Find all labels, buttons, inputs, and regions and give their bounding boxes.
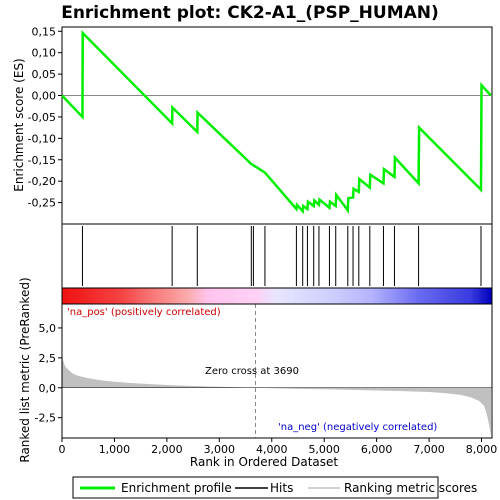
metric-ticks: 5,0 2,5 0,0 -2,5 — [35, 322, 62, 425]
es-tick-label: -0,20 — [28, 175, 56, 188]
metric-tick-label: -2,5 — [35, 412, 56, 425]
chart-title: Enrichment plot: CK2-A1_(PSP_HUMAN) — [61, 3, 439, 23]
x-ticks: 0 1,000 2,000 3,000 4,000 5,000 6,000 7,000 8,00… — [59, 438, 498, 456]
enrichment-profile-line — [61, 29, 492, 215]
es-panel: 0,15 0,10 0,05 0,00 -0,05 -0,10 -0,15 -0,20 -0,2… — [28, 25, 493, 225]
x-tick-label: 2,000 — [151, 443, 183, 456]
hit-lines — [81, 226, 482, 286]
es-panel-frame — [61, 26, 493, 225]
metric-panel-frame — [61, 303, 493, 439]
x-axis-label: Rank in Ordered Dataset — [190, 455, 338, 469]
es-tick-label: -0,15 — [28, 154, 56, 167]
x-tick-label: 4,000 — [256, 443, 288, 456]
metric-tick-label: 0,0 — [39, 382, 57, 395]
es-tick-label: -0,25 — [28, 197, 56, 210]
x-tick-label: 5,000 — [308, 443, 340, 456]
es-axis-label: Enrichment score (ES) — [12, 58, 26, 191]
hits-panel — [61, 223, 493, 289]
metric-panel: 5,0 2,5 0,0 -2,5 'na_pos' (positively corre… — [35, 303, 493, 439]
x-tick-label: 0 — [59, 443, 66, 456]
x-tick-label: 8,000 — [466, 443, 498, 456]
legend-hits-label: Hits — [270, 481, 293, 495]
es-tick-label: -0,05 — [28, 111, 56, 124]
zero-cross-label: Zero cross at 3690 — [205, 366, 299, 377]
x-tick-label: 1,000 — [99, 443, 131, 456]
ranked-list-color-bar — [62, 288, 492, 304]
na-pos-label: 'na_pos' (positively correlated) — [67, 307, 221, 318]
x-tick-label: 6,000 — [361, 443, 393, 456]
es-ticks: 0,15 0,10 0,05 0,00 -0,05 -0,10 -0,15 -0,20 -0,2… — [28, 25, 62, 210]
metric-tick-label: 2,5 — [39, 352, 57, 365]
x-tick-label: 7,000 — [413, 443, 445, 456]
es-tick-label: -0,10 — [28, 132, 56, 145]
legend-metric-label: Ranking metric scores — [344, 481, 477, 495]
x-tick-label: 3,000 — [204, 443, 236, 456]
hits-panel-frame — [61, 223, 493, 289]
legend: Enrichment profile Hits Ranking metric s… — [72, 476, 477, 499]
legend-profile-label: Enrichment profile — [121, 481, 232, 495]
na-neg-label: 'na_neg' (negatively correlated) — [278, 422, 437, 433]
es-tick-label: 0,10 — [32, 47, 57, 60]
metric-tick-label: 5,0 — [39, 322, 57, 335]
es-tick-label: 0,00 — [32, 90, 57, 103]
es-tick-label: 0,15 — [32, 25, 57, 38]
es-tick-label: 0,05 — [32, 68, 57, 81]
metric-axis-label: Ranked list metric (PreRanked) — [18, 277, 32, 462]
